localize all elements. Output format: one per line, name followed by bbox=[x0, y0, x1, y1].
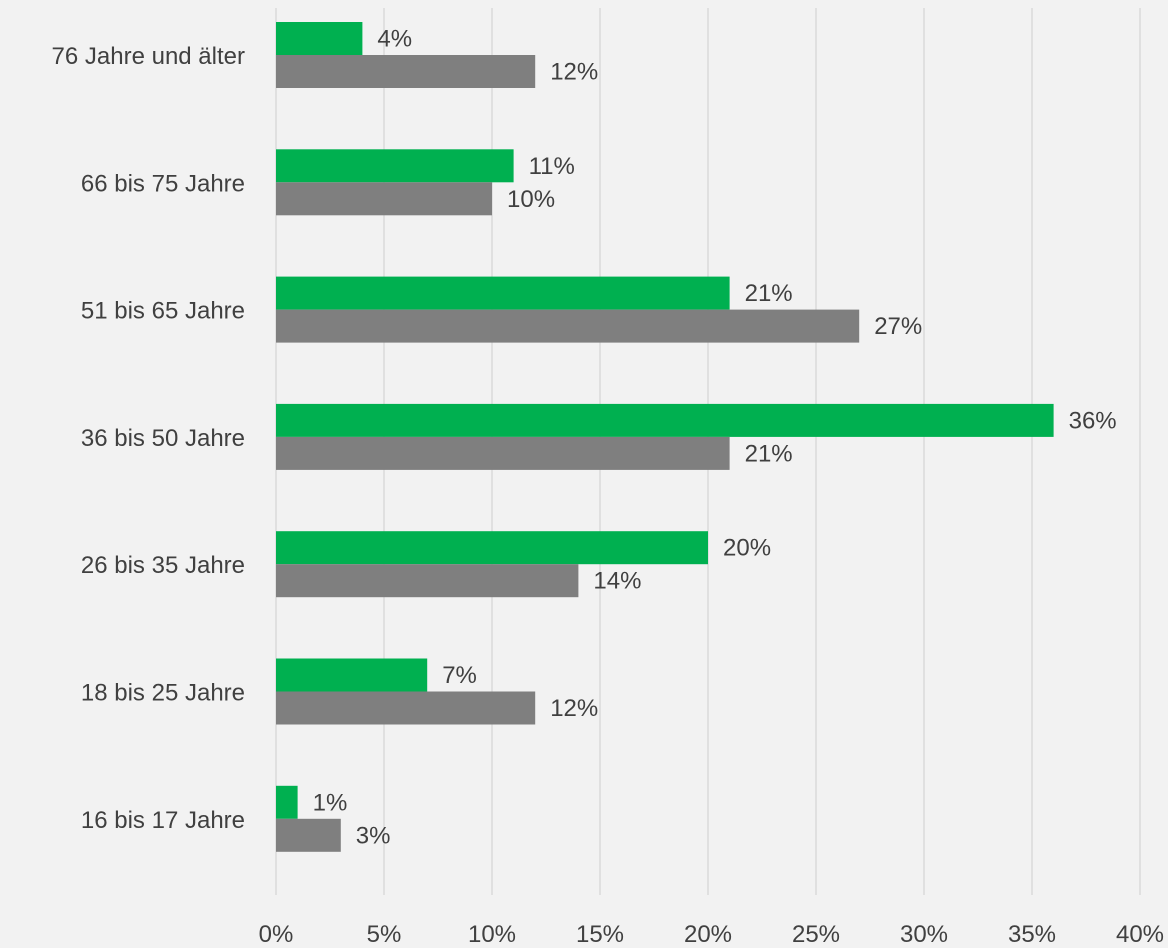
bar-gray bbox=[276, 691, 536, 725]
bar-value-label: 12% bbox=[550, 695, 598, 722]
category-label: 26 bis 35 Jahre bbox=[81, 552, 245, 579]
x-tick-labels: 0% 5% 10% 15% 20% 25% 30% 35% 40% bbox=[259, 921, 1164, 948]
bar-gray bbox=[276, 55, 536, 88]
bars bbox=[276, 22, 1054, 852]
x-tick-label: 35% bbox=[1008, 921, 1056, 948]
x-tick-label: 0% bbox=[259, 921, 294, 948]
bar-value-label: 10% bbox=[507, 186, 555, 213]
bar-value-label: 7% bbox=[442, 662, 477, 689]
bar-value-label: 1% bbox=[313, 789, 348, 816]
bar-value-label: 21% bbox=[745, 440, 793, 467]
bar-gray bbox=[276, 564, 579, 598]
bar-green bbox=[276, 149, 514, 183]
x-tick-label: 5% bbox=[367, 921, 402, 948]
x-tick-label: 30% bbox=[900, 921, 948, 948]
bar-gray bbox=[276, 436, 730, 470]
bar-green bbox=[276, 22, 363, 55]
bar-value-label: 11% bbox=[529, 153, 575, 180]
x-tick-label: 15% bbox=[576, 921, 624, 948]
x-tick-label: 25% bbox=[792, 921, 840, 948]
bar-green bbox=[276, 403, 1054, 437]
bar-green bbox=[276, 276, 730, 310]
bar-value-label: 14% bbox=[593, 568, 641, 595]
category-label: 76 Jahre und älter bbox=[52, 43, 245, 70]
category-label: 18 bis 25 Jahre bbox=[81, 680, 245, 707]
bar-value-label: 4% bbox=[377, 26, 412, 53]
bar-gray bbox=[276, 182, 492, 216]
bar-gray bbox=[276, 818, 341, 852]
bar-value-label: 36% bbox=[1069, 407, 1117, 434]
bar-green bbox=[276, 658, 428, 692]
bar-green bbox=[276, 531, 708, 565]
value-labels: 4% 12% 11% 10% 21% 27% 36% 21% 20% 14% 7% 12% 1% 3% bbox=[313, 26, 1117, 850]
category-label: 36 bis 50 Jahre bbox=[81, 425, 245, 452]
bar-green bbox=[276, 785, 298, 819]
x-tick-label: 10% bbox=[468, 921, 516, 948]
category-label: 66 bis 75 Jahre bbox=[81, 170, 245, 197]
category-label: 16 bis 17 Jahre bbox=[81, 807, 245, 834]
bar-value-label: 12% bbox=[550, 59, 598, 86]
category-labels: 76 Jahre und älter 66 bis 75 Jahre 51 bis … bbox=[52, 43, 245, 834]
x-tick-label: 20% bbox=[684, 921, 732, 948]
bar-value-label: 27% bbox=[874, 313, 922, 340]
x-tick-label: 40% bbox=[1116, 921, 1164, 948]
bar-gray bbox=[276, 309, 860, 343]
bar-value-label: 21% bbox=[745, 280, 793, 307]
bar-value-label: 3% bbox=[356, 822, 391, 849]
bar-value-label: 20% bbox=[723, 535, 771, 562]
category-label: 51 bis 65 Jahre bbox=[81, 298, 245, 325]
